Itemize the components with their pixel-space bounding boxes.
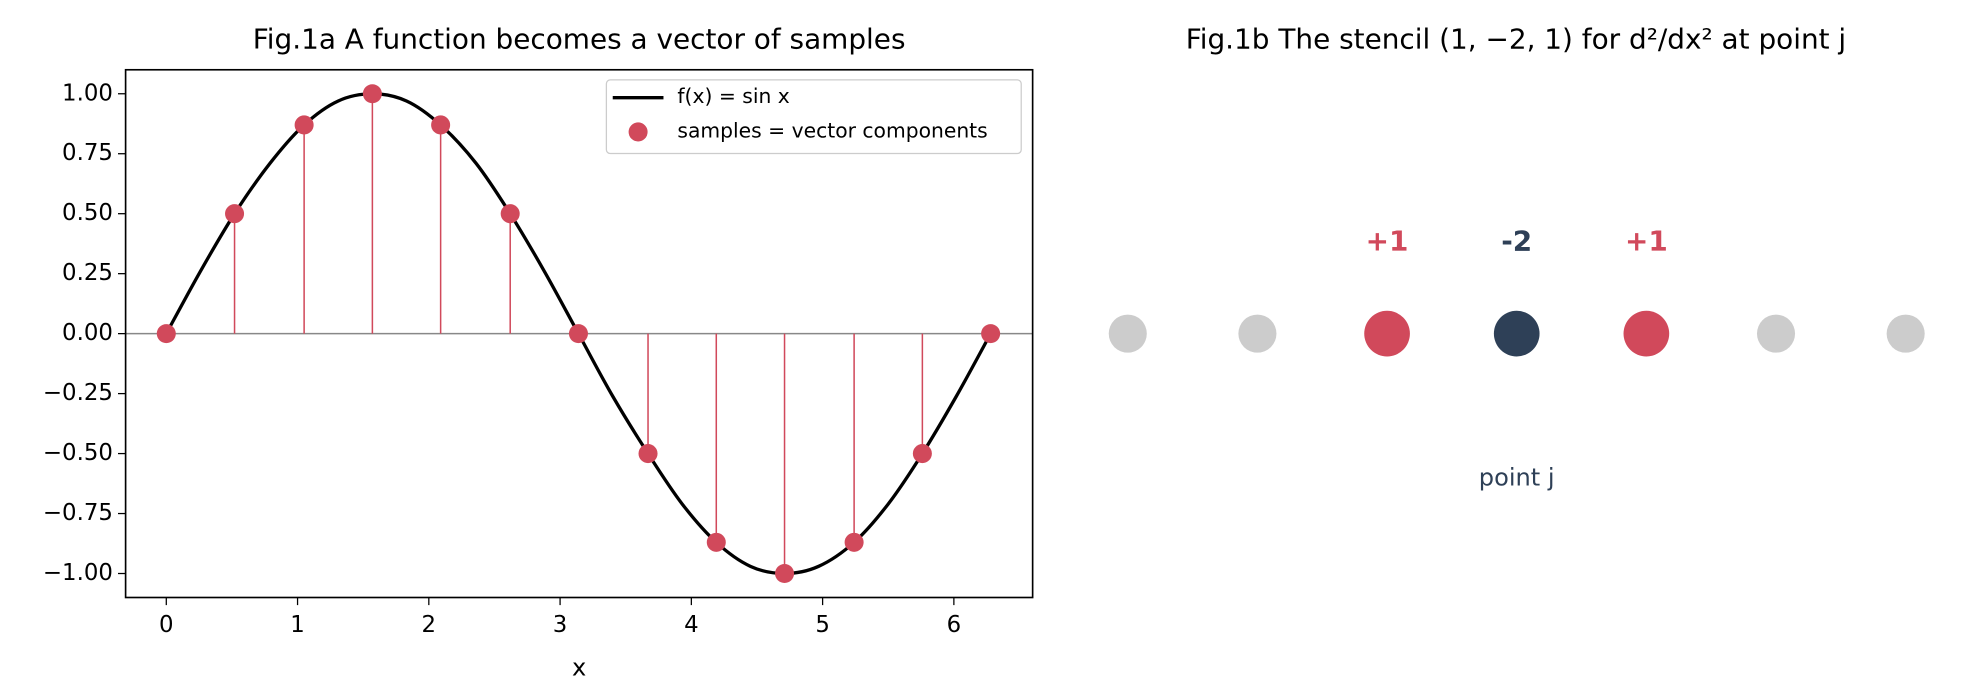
y-tick-label: 0.25 xyxy=(62,260,113,286)
plot-frame xyxy=(124,68,1034,599)
stencil-point xyxy=(1493,310,1540,357)
x-tick-label: 4 xyxy=(684,612,699,638)
x-tick-label: 5 xyxy=(815,612,830,638)
sample-point xyxy=(706,532,726,552)
y-tick-label: 0.50 xyxy=(62,200,113,226)
annotation: point j xyxy=(1479,463,1555,491)
x-tick-label: 3 xyxy=(553,612,568,638)
inactive-point xyxy=(1108,314,1147,353)
sample-point xyxy=(638,444,658,464)
weight-label: +1 xyxy=(1625,224,1668,257)
weight-label: +1 xyxy=(1366,224,1409,257)
y-tick-label: −0.25 xyxy=(43,380,113,406)
chart-title: Fig.1b The stencil (1, −2, 1) for d²/dx²… xyxy=(1186,23,1846,56)
sample-point xyxy=(225,204,245,224)
y-tick-label: 1.00 xyxy=(62,80,113,106)
sample-point xyxy=(362,84,382,104)
chart-title: Fig.1a A function becomes a vector of sa… xyxy=(253,23,906,56)
inactive-point xyxy=(1886,314,1925,353)
legend-box xyxy=(605,79,1022,155)
y-tick-label: 0.75 xyxy=(62,140,113,166)
x-tick-label: 2 xyxy=(422,612,437,638)
sample-point xyxy=(844,532,864,552)
sample-point xyxy=(156,324,176,344)
sample-point xyxy=(431,115,451,135)
stencil-point xyxy=(1364,310,1410,357)
y-tick-label: −0.50 xyxy=(43,440,113,466)
legend-label: f(x) = sin x xyxy=(677,84,789,108)
x-tick-label: 6 xyxy=(947,612,962,638)
inactive-point xyxy=(1756,314,1796,353)
legend-label: samples = vector components xyxy=(677,118,987,142)
sample-point xyxy=(775,563,795,584)
x-axis-label: x xyxy=(572,654,586,682)
y-tick-label: −1.00 xyxy=(43,560,113,586)
sample-point xyxy=(568,324,588,344)
x-tick-label: 0 xyxy=(159,612,174,638)
sample-point xyxy=(981,324,1001,344)
legend-marker xyxy=(628,122,648,142)
x-tick-label: 1 xyxy=(290,612,305,638)
sample-point xyxy=(912,444,932,464)
inactive-point xyxy=(1238,314,1277,353)
y-tick-label: −0.75 xyxy=(43,500,113,526)
sample-point xyxy=(294,115,314,135)
sample-point xyxy=(500,204,520,224)
stencil-point xyxy=(1623,310,1670,357)
weight-label: -2 xyxy=(1501,224,1532,257)
y-tick-label: 0.00 xyxy=(62,320,113,346)
